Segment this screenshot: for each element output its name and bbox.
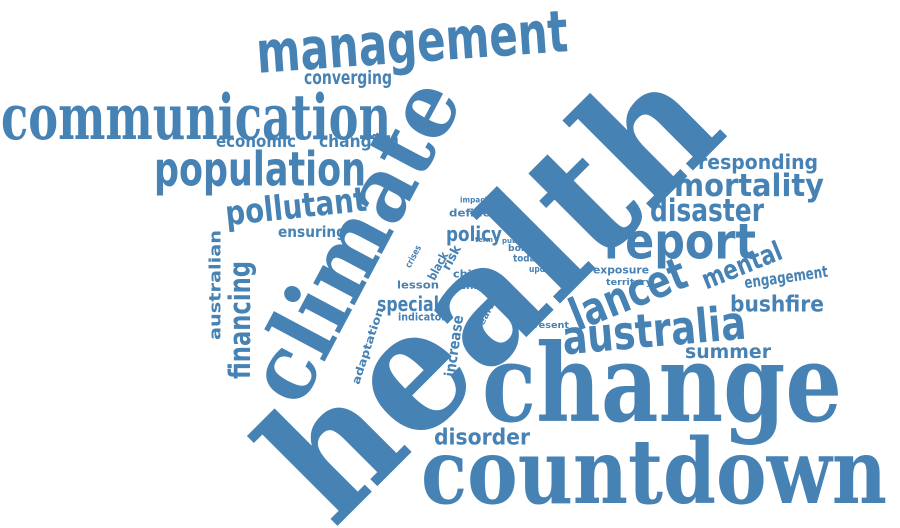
word-child: child (460, 282, 488, 292)
word-financing: financing (223, 261, 257, 379)
word-special: special (377, 292, 439, 316)
word-china: china (453, 268, 487, 281)
word-disorder: disorder (434, 426, 530, 451)
word-indicator: indicator (398, 311, 446, 324)
word-public: public (502, 237, 526, 245)
word-exposure: exposure (593, 264, 649, 277)
word-converging: converging (304, 67, 392, 89)
word-update: update (529, 265, 559, 275)
word-change: change (482, 321, 842, 447)
word-changing: changing (319, 132, 399, 152)
word-management: management (254, 0, 570, 87)
word-lesson: lesson (397, 279, 439, 292)
word-ensuring: ensuring (278, 223, 346, 241)
word-responding: responding (698, 150, 818, 174)
word-bushfire: bushfire (730, 293, 824, 318)
word-mortality: mortality (674, 168, 824, 204)
word-born: born (508, 244, 532, 254)
word-communication: communication (1, 80, 391, 154)
word-present: present (527, 321, 570, 331)
word-today: today (513, 254, 541, 265)
word-impact: impact (460, 196, 488, 205)
word-territory: territory (606, 278, 652, 288)
word-countdown: countdown (421, 419, 887, 525)
word-term: term (475, 236, 493, 244)
word-summer: summer (685, 341, 772, 363)
word-defined: defined (449, 207, 499, 220)
word-economic: economic (216, 132, 296, 152)
word-report: report (604, 214, 756, 271)
word-policy: policy (446, 222, 502, 246)
word-population: population (154, 143, 366, 198)
word-disaster: disaster (650, 193, 765, 229)
word-australian: australian (206, 230, 225, 340)
